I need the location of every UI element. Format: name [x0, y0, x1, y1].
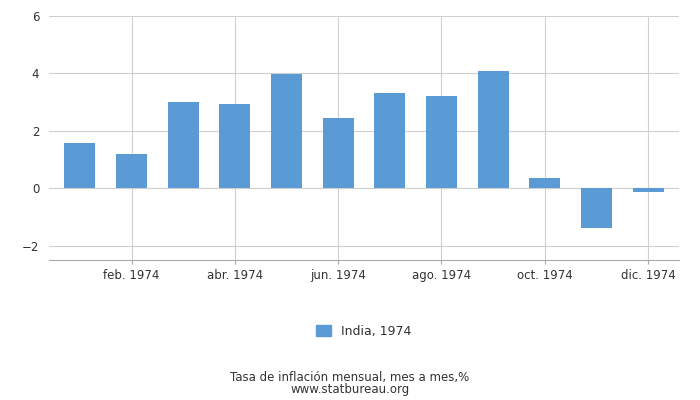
Bar	[633, 188, 664, 192]
Bar	[477, 70, 509, 188]
Bar	[581, 188, 612, 228]
Bar	[323, 118, 354, 188]
Legend: India, 1974: India, 1974	[312, 320, 416, 343]
Bar	[219, 104, 251, 188]
Text: www.statbureau.org: www.statbureau.org	[290, 384, 410, 396]
Bar	[168, 102, 199, 188]
Bar	[529, 178, 560, 188]
Bar	[116, 154, 147, 188]
Bar	[271, 74, 302, 188]
Bar	[374, 93, 405, 188]
Text: Tasa de inflación mensual, mes a mes,%: Tasa de inflación mensual, mes a mes,%	[230, 372, 470, 384]
Bar	[426, 96, 457, 188]
Bar	[64, 143, 95, 188]
